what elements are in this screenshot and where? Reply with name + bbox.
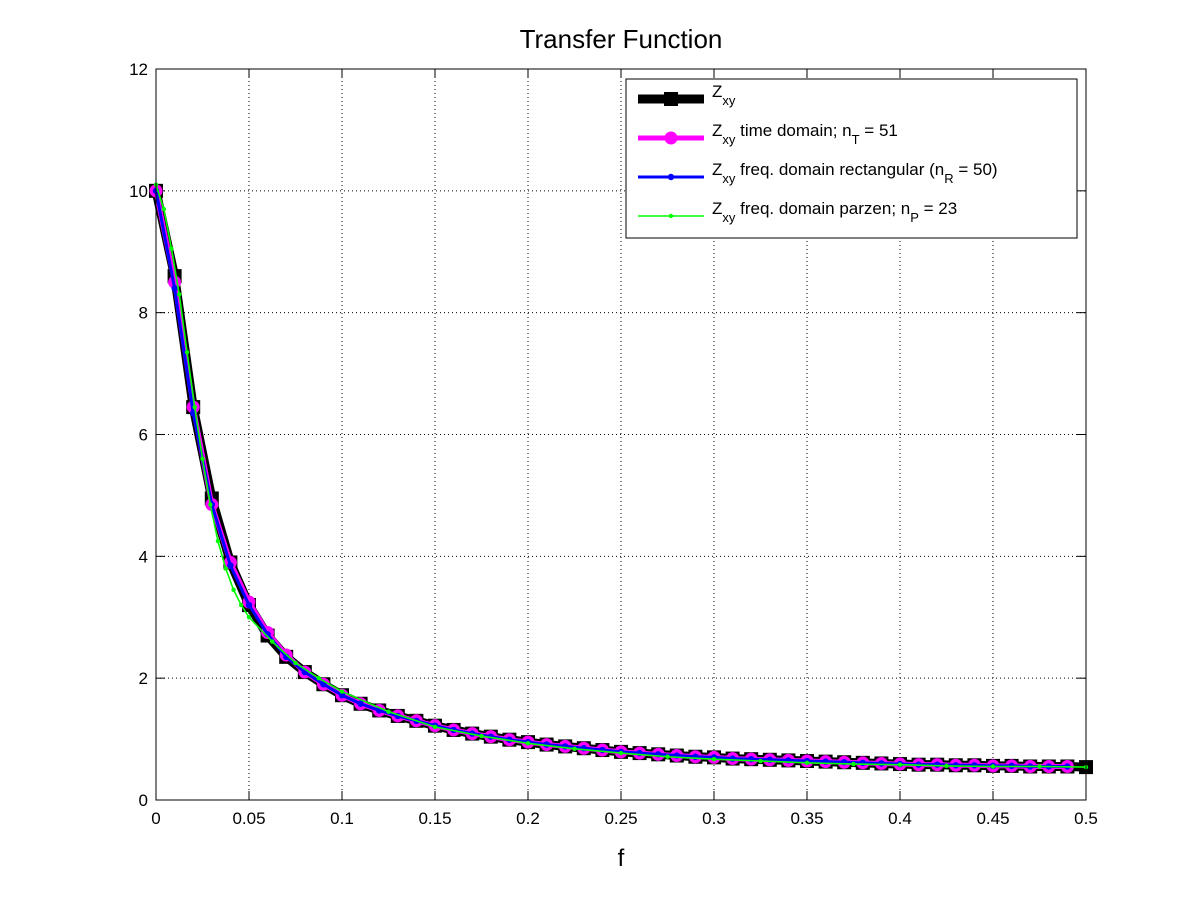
series-4-point: [161, 206, 167, 212]
series-3-point: [729, 755, 736, 762]
series-4-point: [293, 660, 298, 666]
x-tick-label: 0.35: [790, 809, 823, 828]
series-3-point: [171, 285, 178, 292]
series-3-point: [878, 760, 885, 767]
x-tick-label: 0.45: [976, 809, 1009, 828]
series-4-point: [223, 566, 228, 571]
x-tick-label: 0.1: [330, 809, 354, 828]
series-3-point: [245, 601, 253, 609]
x-tick-label: 0.3: [702, 809, 726, 828]
legend-swatch-marker: [667, 173, 675, 181]
legend-label: Zxy freq. domain rectangular (nR = 50): [712, 160, 998, 186]
y-tick-label: 0: [139, 791, 148, 810]
series-3-point: [338, 692, 346, 699]
series-4-point: [758, 758, 763, 764]
legend-swatch-marker: [664, 131, 678, 145]
y-tick-label: 6: [139, 426, 148, 445]
series-4-point: [215, 538, 221, 544]
legend-label: Zxy time domain; nT = 51: [712, 121, 898, 147]
legend-label: Zxy freq. domain parzen; nP = 23: [712, 199, 957, 225]
y-tick-label: 4: [139, 547, 148, 566]
series-4-point: [804, 760, 810, 766]
series-3-point: [227, 562, 234, 569]
series-4-point: [479, 733, 484, 739]
y-tick-label: 12: [129, 60, 148, 79]
x-tick-label: 0.5: [1074, 809, 1098, 828]
series-4-point: [246, 615, 252, 620]
series-4-point: [177, 292, 182, 297]
series-4-point: [200, 456, 205, 462]
x-tick-label: 0.2: [516, 809, 540, 828]
series-4-point: [169, 246, 174, 251]
plot-frame: [155, 68, 1087, 801]
x-tick-label: 0.05: [232, 809, 265, 828]
series-4-point: [432, 724, 438, 730]
series-4-point: [897, 762, 903, 767]
series-4-point: [572, 746, 577, 752]
x-tick-label: 0.25: [604, 809, 637, 828]
series-4-point: [665, 754, 670, 759]
series-group: [149, 182, 1093, 775]
x-tick-label: 0: [151, 809, 160, 828]
x-tick-label: 0.15: [418, 809, 451, 828]
series-4-point: [208, 502, 213, 507]
series-3-point: [971, 762, 978, 769]
chart-title: Transfer Function: [520, 24, 723, 54]
axes: 0 0.05 0.1 0.15 0.2 0.25 0.3 0.35 0.4 0.45 0.5 0 2 4 6…: [129, 60, 1098, 828]
legend-label: Zxy: [712, 82, 736, 108]
series-4-point: [711, 756, 717, 762]
legend: Zxy Zxy time domain; nT = 51 Zxy freq. dom…: [625, 78, 1078, 239]
series-4-point: [270, 639, 275, 644]
series-4-point: [525, 741, 531, 746]
y-tick-label: 2: [139, 669, 148, 688]
y-tick-label: 8: [139, 304, 148, 323]
series-4: [153, 182, 1089, 770]
series-4-point: [386, 709, 391, 714]
series-4-point: [851, 761, 856, 767]
series-4-point: [944, 763, 949, 769]
series-4-point: [231, 587, 236, 593]
series-4-point: [184, 350, 190, 355]
x-tick-label: 0.4: [888, 809, 912, 828]
legend-entry-2: Zxy time domain; nT = 51: [638, 121, 898, 147]
legend-entry-1: Zxy: [638, 82, 736, 108]
series-3-point: [859, 759, 866, 767]
series-4-point: [238, 602, 244, 608]
series-4-point: [316, 675, 321, 681]
series-3-point: [934, 761, 941, 768]
legend-entry-3: Zxy freq. domain rectangular (nR = 50): [638, 160, 998, 186]
series-4-point: [192, 404, 197, 410]
grid: [156, 69, 1086, 800]
legend-swatch-marker: [668, 213, 674, 219]
series-4-point: [339, 689, 345, 694]
series-4-point: [618, 750, 624, 756]
legend-swatch-marker: [664, 92, 678, 106]
legend-entry-4: Zxy freq. domain parzen; nP = 23: [638, 199, 957, 225]
legend-box: [625, 78, 1078, 239]
series-4-point: [990, 764, 996, 769]
series-3-point: [357, 700, 364, 707]
y-tick-label: 10: [129, 182, 148, 201]
series-4-point: [1037, 764, 1042, 769]
x-axis-label: f: [618, 845, 625, 872]
